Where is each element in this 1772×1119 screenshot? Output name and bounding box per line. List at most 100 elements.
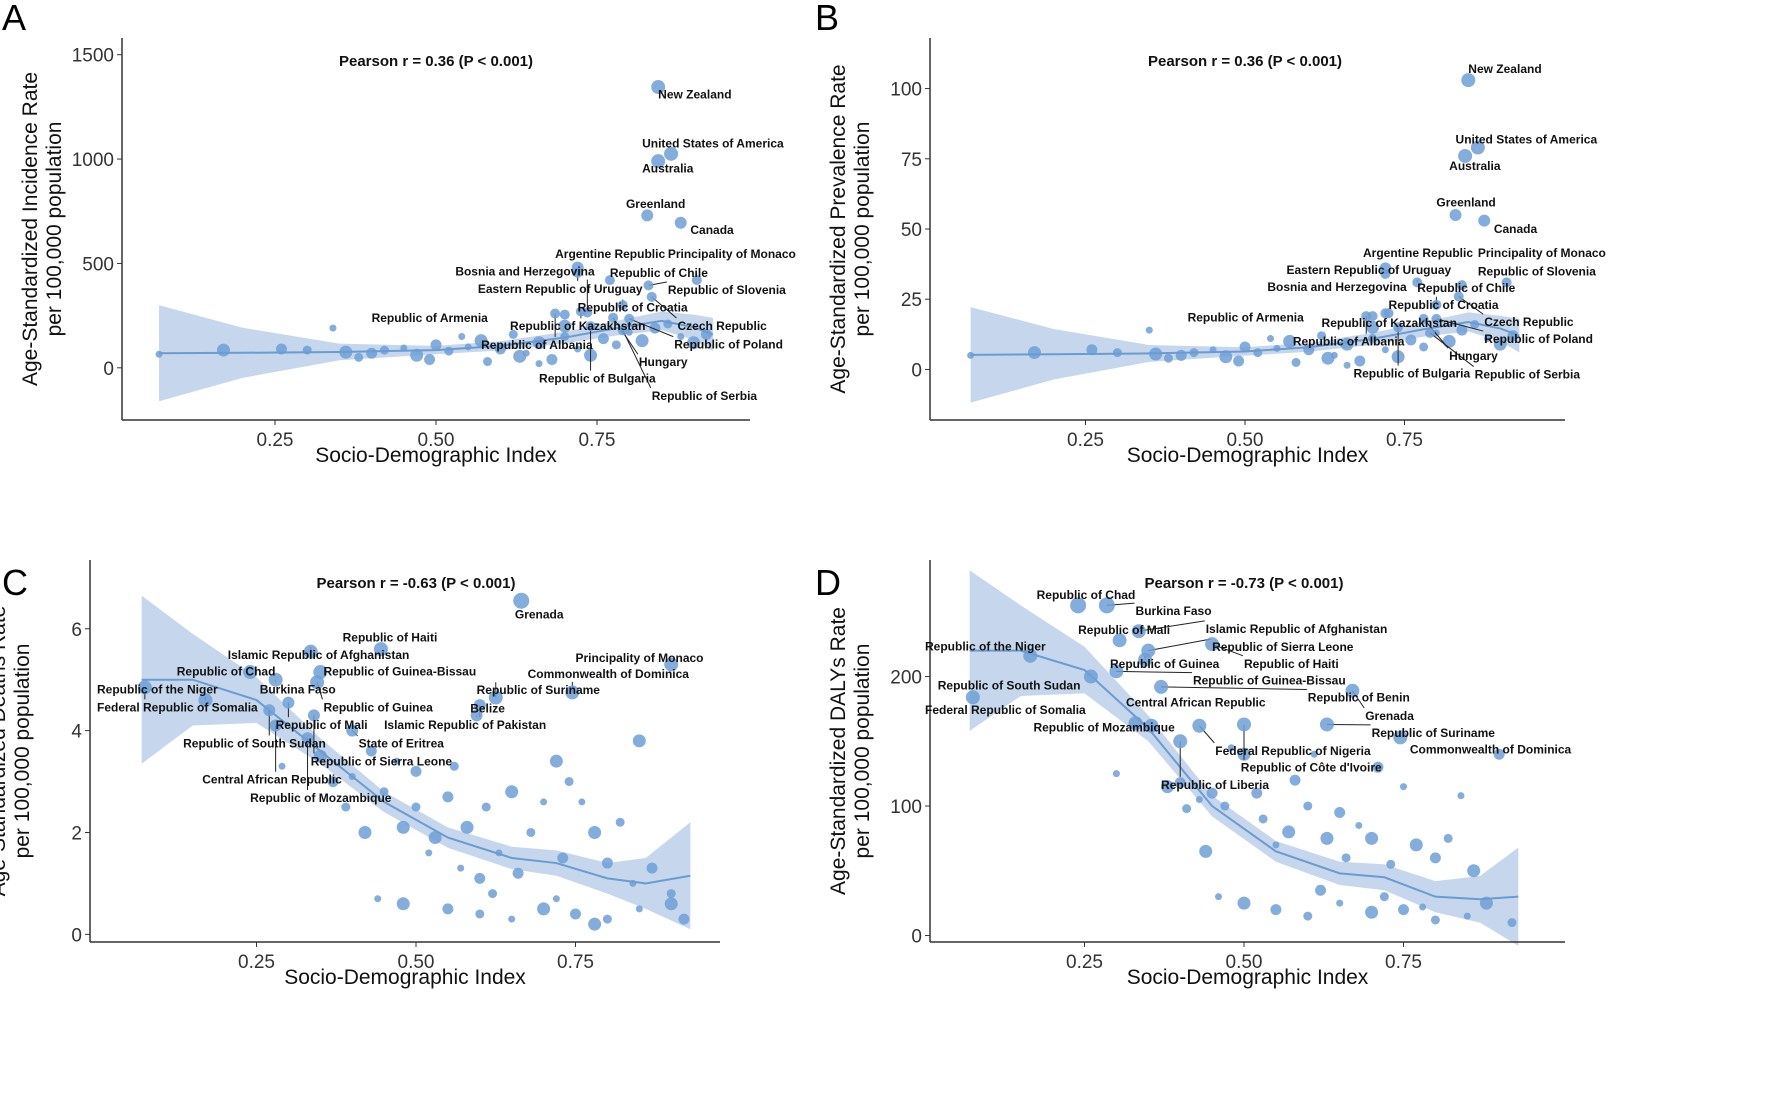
country-label: Republic of Croatia xyxy=(578,301,688,315)
country-label: Republic of Kazakhstan xyxy=(1322,316,1457,330)
labeled-point xyxy=(1319,717,1334,732)
y-tick-label: 0 xyxy=(911,360,922,381)
data-point xyxy=(1310,750,1318,758)
labeled-point xyxy=(550,308,561,319)
country-label: Greenland xyxy=(626,197,685,211)
country-label: Republic of Bulgaria xyxy=(1353,367,1470,381)
country-label: Republic of Côte d'Ivoire xyxy=(1241,761,1382,775)
data-point xyxy=(449,761,459,771)
y-axis-label: Age-Standardized Prevalence Rate xyxy=(827,64,850,393)
labeled-point xyxy=(263,704,276,717)
labeled-point xyxy=(1425,327,1436,338)
smooth-line xyxy=(970,320,1520,356)
data-point xyxy=(1303,801,1313,811)
data-point xyxy=(578,798,586,806)
country-label: Republic of Mozambique xyxy=(250,791,392,805)
data-point xyxy=(549,754,563,768)
data-point xyxy=(597,333,609,345)
country-label: Republic of Chad xyxy=(177,665,276,679)
labeled-point xyxy=(1412,277,1423,288)
data-point xyxy=(1227,744,1235,752)
labeled-point xyxy=(1109,664,1124,679)
labeled-point xyxy=(301,732,314,745)
labeled-point xyxy=(473,699,486,712)
labeled-point xyxy=(137,680,152,695)
labeled-point xyxy=(1083,669,1098,684)
data-point xyxy=(687,336,701,350)
data-point xyxy=(635,334,649,348)
data-point xyxy=(1160,780,1174,794)
data-point xyxy=(1086,344,1098,356)
x-tick-label: 0.75 xyxy=(557,952,594,973)
labeled-point xyxy=(470,709,483,722)
data-point xyxy=(1341,853,1351,863)
country-label: State of Eritrea xyxy=(359,737,445,751)
x-axis-label: Socio-Demographic Index xyxy=(315,444,557,467)
data-point xyxy=(540,798,548,806)
data-point xyxy=(396,820,410,834)
labeled-point xyxy=(513,592,530,609)
labeled-point xyxy=(1361,311,1372,322)
data-point xyxy=(396,897,410,911)
country-label: Grenada xyxy=(1365,709,1414,723)
leader-line xyxy=(1436,318,1484,332)
confidence-band xyxy=(141,595,691,930)
data-point xyxy=(1430,915,1440,925)
data-point xyxy=(1456,324,1468,336)
labeled-point xyxy=(1144,718,1159,733)
labeled-point xyxy=(1205,637,1220,652)
country-label: Hungary xyxy=(639,355,688,369)
smooth-line xyxy=(159,319,714,355)
data-point xyxy=(1206,787,1218,799)
data-point xyxy=(354,352,364,362)
panel-c: C 0.25 0.50 0.75 0 2 4 6 Socio-Demographic Index… xyxy=(0,560,720,989)
data-point xyxy=(570,908,581,920)
labeled-point xyxy=(310,675,325,690)
country-label: Republic of Guinea-Bissau xyxy=(323,665,476,679)
country-label: Republic of Bulgaria xyxy=(539,372,656,386)
data-point xyxy=(1379,892,1389,902)
data-point xyxy=(602,914,612,924)
labeled-point xyxy=(1192,718,1207,733)
country-label: Republic of Armenia xyxy=(1188,311,1305,325)
data-point xyxy=(457,864,465,872)
y-axis-label: Age-Standardized DALYs Rate xyxy=(827,607,850,895)
labeled-point xyxy=(243,665,258,680)
country-label: Bosnia and Herzegovina xyxy=(455,265,595,279)
country-label: Islamic Republic of Afghanistan xyxy=(1206,622,1388,636)
data-point xyxy=(481,802,491,812)
country-label: Republic of Mozambique xyxy=(1033,720,1175,734)
country-label: Commonwealth of Dominica xyxy=(528,667,690,681)
panel-label: B xyxy=(815,0,839,38)
panel-label: C xyxy=(2,562,28,603)
panel-label: D xyxy=(815,562,841,603)
country-label: Republic of the Niger xyxy=(97,682,218,696)
y-tick-label: 0 xyxy=(71,925,82,946)
data-point xyxy=(458,333,466,341)
data-point xyxy=(424,353,436,365)
country-label: Republic of Mali xyxy=(276,718,368,732)
x-tick-label: 0.75 xyxy=(579,430,616,451)
labeled-point xyxy=(1112,633,1127,648)
data-point xyxy=(329,324,337,332)
data-point xyxy=(1463,912,1471,920)
labeled-point xyxy=(1478,214,1491,227)
data-point xyxy=(615,817,625,827)
country-label: New Zealand xyxy=(1468,62,1541,76)
country-label: New Zealand xyxy=(658,88,731,102)
x-tick-label: 0.25 xyxy=(1067,430,1104,451)
country-label: Greenland xyxy=(1436,196,1495,210)
data-point xyxy=(1372,761,1384,773)
country-label: Australia xyxy=(1449,159,1501,173)
data-point xyxy=(460,820,474,834)
country-label: Republic of Albania xyxy=(1293,335,1405,349)
data-point xyxy=(411,802,421,812)
labeled-point xyxy=(643,280,654,291)
labeled-point xyxy=(646,291,657,302)
labeled-point xyxy=(1418,313,1429,324)
labeled-point xyxy=(303,644,318,659)
labeled-point xyxy=(651,80,666,95)
labeled-point xyxy=(1154,679,1169,694)
data-point xyxy=(601,857,613,869)
data-point xyxy=(1365,905,1379,919)
